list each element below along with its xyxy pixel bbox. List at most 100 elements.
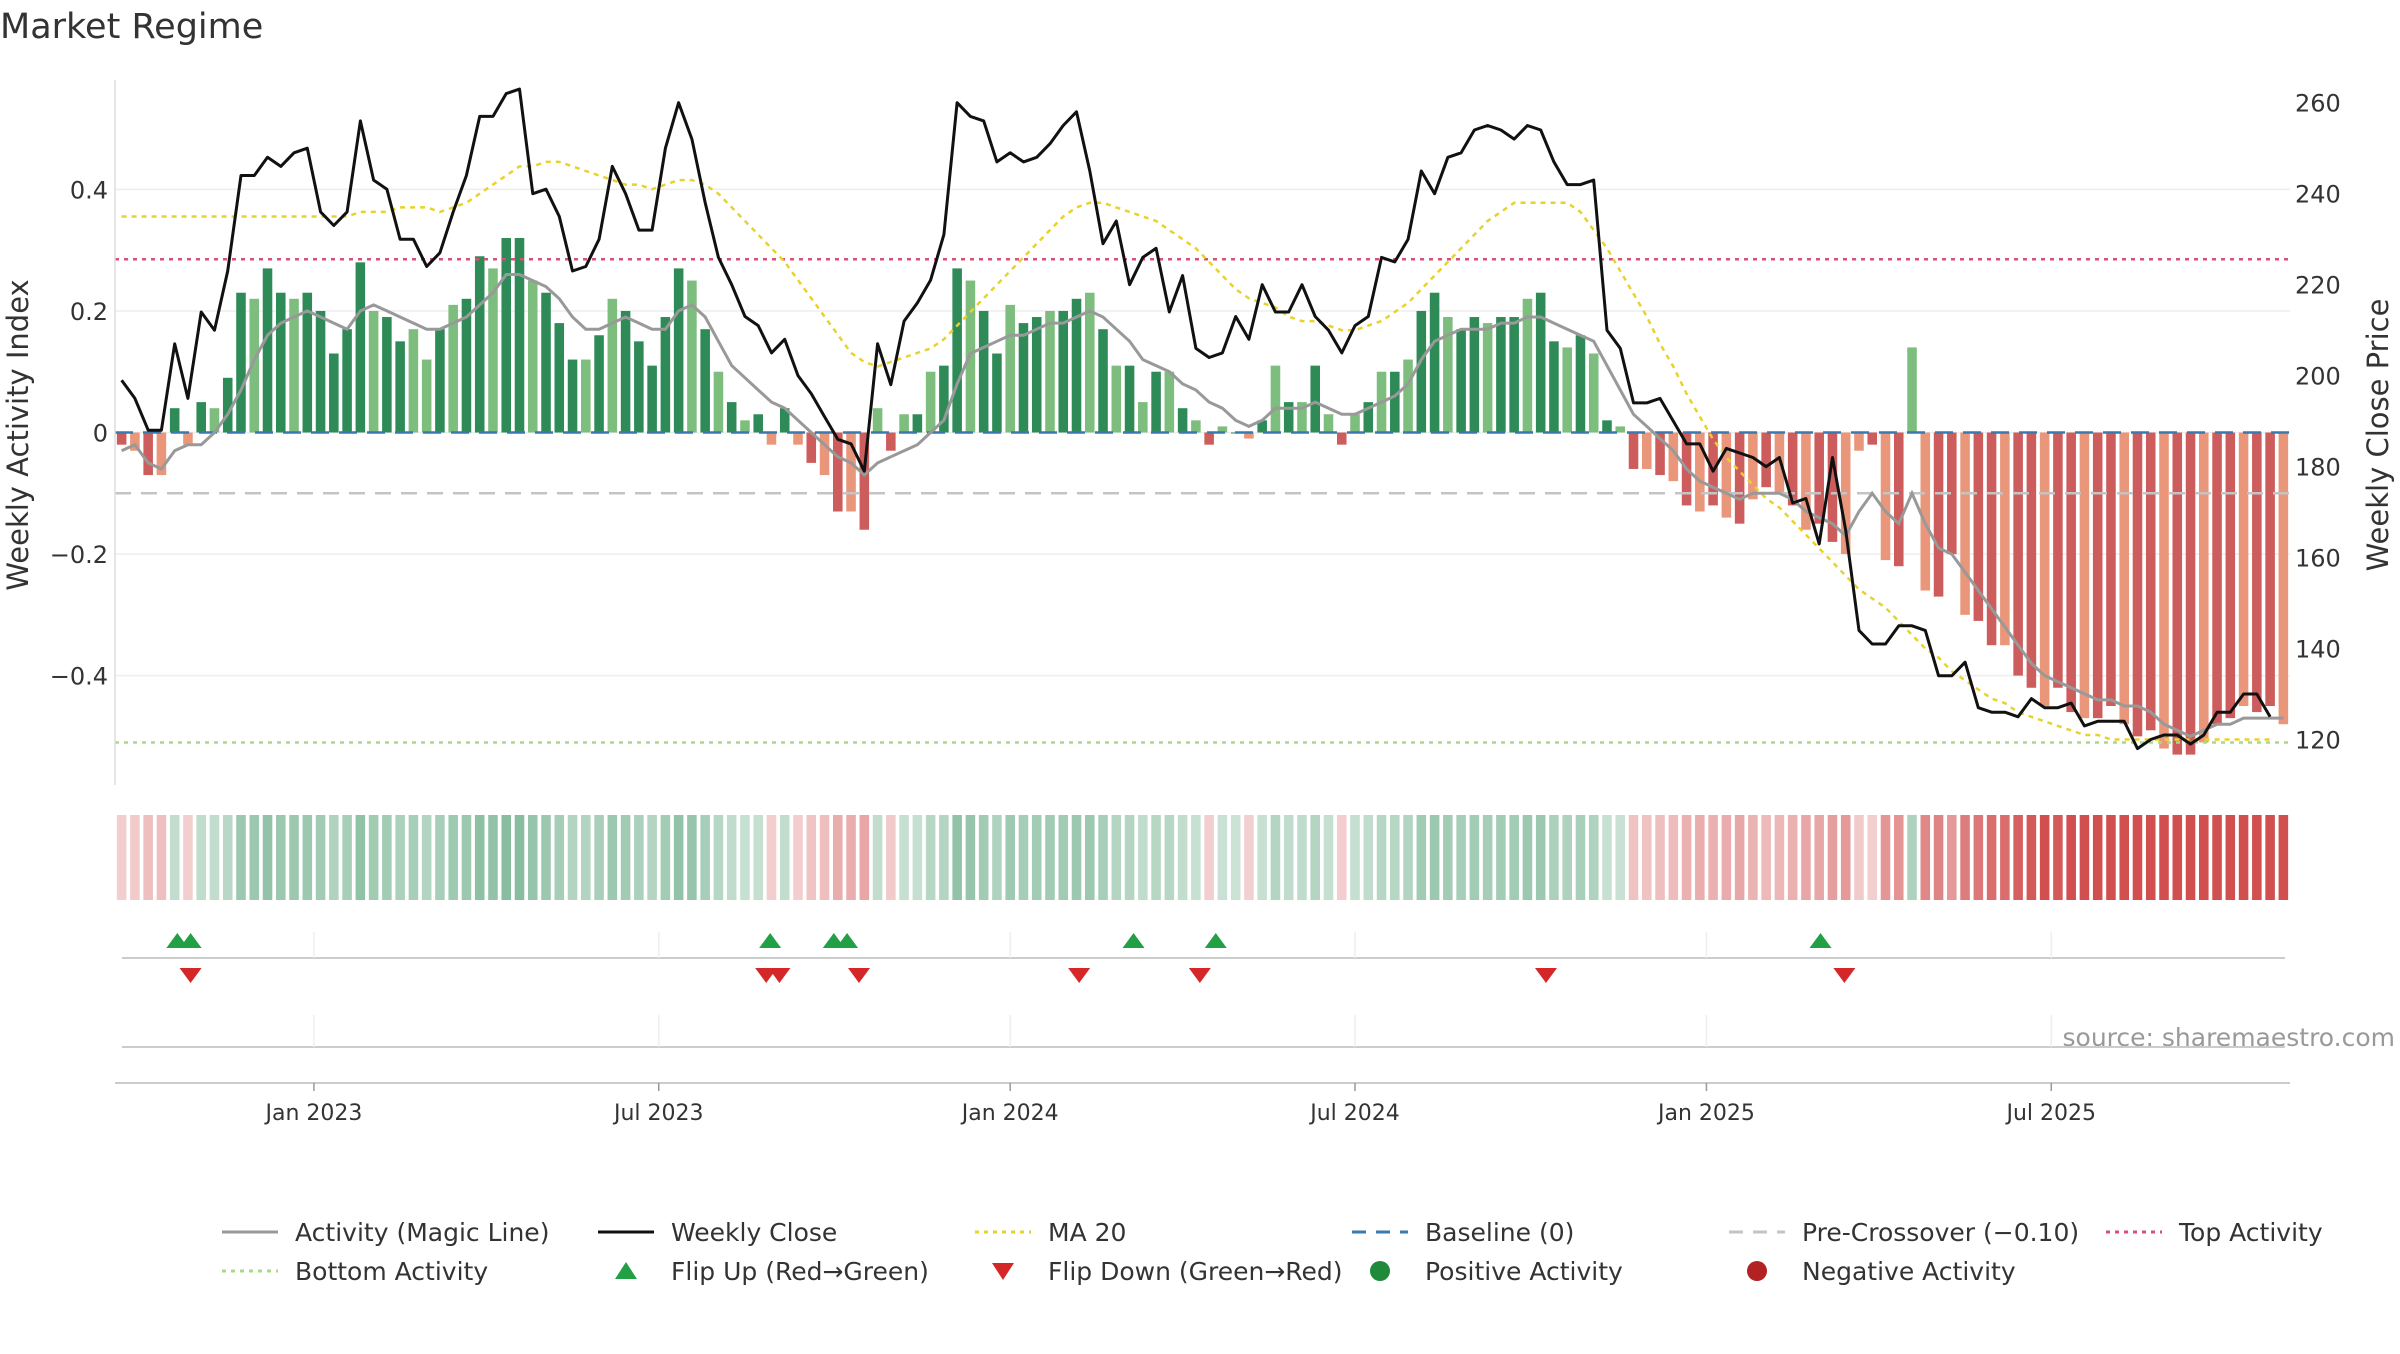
activity-bar xyxy=(262,268,273,433)
activity-bar xyxy=(2026,432,2037,688)
regime-strip-cell xyxy=(488,815,498,900)
regime-strip-cell xyxy=(1045,815,1055,900)
regime-strip-cell xyxy=(1615,815,1626,900)
y-tick-label: 0.4 xyxy=(70,176,108,204)
regime-strip-cell xyxy=(1111,815,1122,900)
regime-strip-cell xyxy=(1482,815,1493,900)
regime-strip-cell xyxy=(1323,815,1334,900)
activity-bar xyxy=(196,402,206,433)
activity-bar xyxy=(1814,432,1824,524)
activity-bar xyxy=(925,371,936,433)
regime-strip-cell xyxy=(315,815,326,900)
activity-bar xyxy=(289,298,299,433)
activity-bar xyxy=(276,292,286,433)
regime-strip-cell xyxy=(461,815,472,900)
activity-bar xyxy=(1973,432,1984,621)
flip-up-marker xyxy=(1122,933,1145,948)
regime-strip-cell xyxy=(1642,815,1652,900)
regime-strip-cell xyxy=(289,815,299,900)
activity-bar xyxy=(315,310,326,433)
activity-bar xyxy=(1403,359,1413,433)
legend-swatch xyxy=(1370,1261,1390,1281)
regime-strip-cell xyxy=(899,815,909,900)
legend-item: Negative Activity xyxy=(1747,1257,2016,1286)
regime-strip-cell xyxy=(1416,815,1427,900)
y2-tick-label: 200 xyxy=(2295,363,2341,391)
y2-tick-label: 240 xyxy=(2295,181,2341,209)
activity-bar xyxy=(634,341,644,433)
flip-down-marker xyxy=(1068,968,1091,983)
regime-strip-cell xyxy=(421,815,432,900)
regime-strip-cell xyxy=(660,815,671,900)
activity-bar xyxy=(687,280,697,433)
regime-strip-cell xyxy=(1562,815,1572,900)
regime-strip-cell xyxy=(819,815,830,900)
activity-bar xyxy=(1124,365,1135,433)
regime-strip-cell xyxy=(992,815,1002,900)
regime-strip-cell xyxy=(965,815,976,900)
regime-strip-cell xyxy=(1867,815,1878,900)
regime-strip-cell xyxy=(2026,815,2037,900)
regime-strip-cell xyxy=(1748,815,1758,900)
regime-strip-cell xyxy=(1071,815,1082,900)
regime-strip-cell xyxy=(1880,815,1891,900)
activity-bar xyxy=(1628,432,1639,469)
regime-strip-cell xyxy=(833,815,843,900)
regime-strip-cell xyxy=(329,815,339,900)
activity-bar xyxy=(501,238,512,433)
regime-strip-cell xyxy=(474,815,485,900)
regime-strip-cell xyxy=(2159,815,2169,900)
activity-bar xyxy=(2159,432,2169,749)
activity-bar xyxy=(1138,402,1148,433)
legend-swatch xyxy=(1747,1261,1767,1281)
regime-strip-cell xyxy=(2119,815,2129,900)
activity-bar xyxy=(249,298,260,433)
regime-strip-cell xyxy=(1588,815,1599,900)
activity-bar xyxy=(514,238,525,433)
regime-strip-cell xyxy=(673,815,684,900)
regime-strip-cell xyxy=(713,815,724,900)
activity-bar xyxy=(1191,420,1201,433)
regime-strip-cell xyxy=(567,815,578,900)
regime-strip-cell xyxy=(262,815,273,900)
activity-bar xyxy=(342,329,352,433)
activity-bar xyxy=(2252,432,2262,713)
regime-strip-cell xyxy=(302,815,313,900)
axes: 0.4 0.2 0 −0.2 −0.4 260 240 220 200 180 160 140 120 xyxy=(50,80,2341,785)
legend-swatch xyxy=(992,1263,1014,1280)
activity-bar xyxy=(1801,432,1811,530)
activity-bar xyxy=(1893,432,1904,567)
regime-strip-cell xyxy=(196,815,206,900)
activity-bar xyxy=(2119,432,2129,725)
regime-strip-cell xyxy=(368,815,379,900)
flip-down-marker xyxy=(1833,968,1856,983)
activity-bar xyxy=(541,292,551,433)
regime-strip-cell xyxy=(1668,815,1679,900)
y2-tick-label: 140 xyxy=(2295,636,2341,664)
regime-strip-cell xyxy=(1310,815,1321,900)
regime-strip-cell xyxy=(1496,815,1506,900)
activity-bar xyxy=(673,268,684,433)
regime-strip-cell xyxy=(1655,815,1665,900)
activity-bar xyxy=(2053,432,2063,688)
flip-up-marker xyxy=(1809,933,1832,948)
regime-strip-cell xyxy=(1230,815,1241,900)
activity-bar xyxy=(1071,298,1082,433)
regime-strip-cell xyxy=(2013,815,2023,900)
y-tick-label: 0 xyxy=(93,420,108,448)
legend-label: Negative Activity xyxy=(1802,1257,2016,1286)
activity-bar xyxy=(1482,323,1493,433)
activity-bar xyxy=(1270,365,1281,433)
y-tick-label: −0.4 xyxy=(50,663,108,691)
activity-bar xyxy=(2172,432,2183,755)
activity-bar xyxy=(1164,371,1175,433)
regime-strip-cell xyxy=(435,815,445,900)
regime-strip-cell xyxy=(2225,815,2236,900)
regime-strip-cell xyxy=(1947,815,1957,900)
regime-strip-cell xyxy=(448,815,458,900)
regime-strip-cell xyxy=(209,815,220,900)
regime-strip-cell xyxy=(382,815,392,900)
regime-strip-cell xyxy=(236,815,246,900)
activity-bar xyxy=(1562,347,1572,433)
regime-strip-cell xyxy=(886,815,896,900)
